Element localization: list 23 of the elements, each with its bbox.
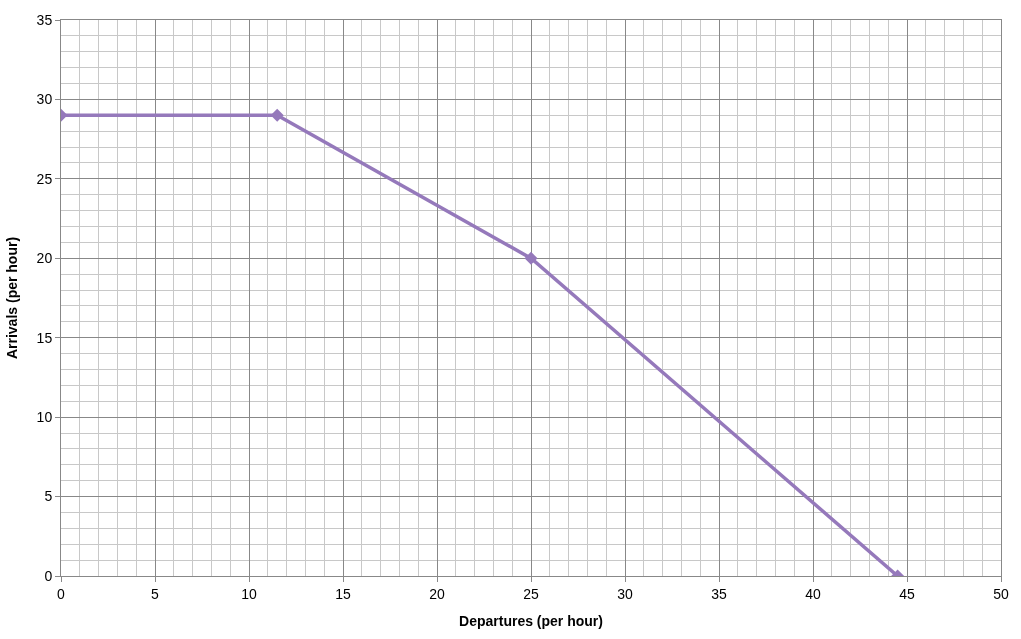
point (524, 251, 538, 265)
y-tick-label: 15 (36, 329, 53, 346)
x-axis-title: Departures (per hour) (459, 613, 603, 630)
x-tick-label: 50 (993, 585, 1009, 602)
point (270, 108, 284, 122)
x-tick-label: 35 (711, 585, 727, 602)
x-tick-label: 30 (617, 585, 633, 602)
y-tick-label: 0 (44, 567, 53, 584)
x-tick-label: 15 (335, 585, 351, 602)
y-tick-label: 5 (44, 488, 53, 505)
x-tick-label: 40 (805, 585, 821, 602)
y-axis-title: Arrivals (per hour) (4, 236, 21, 360)
y-tick-label: 30 (36, 91, 53, 108)
x-tick-label: 10 (241, 585, 257, 602)
y-tick-label: 10 (36, 409, 53, 426)
x-tick-label: 0 (57, 585, 66, 602)
x-tick-label: 20 (429, 585, 445, 602)
y-tick-label: 35 (36, 11, 53, 28)
x-tick-label: 25 (523, 585, 539, 602)
x-tick-label: 45 (899, 585, 915, 602)
x-tick-label: 5 (151, 585, 160, 602)
y-tick-label: 20 (36, 250, 53, 267)
y-tick-label: 25 (36, 170, 53, 187)
